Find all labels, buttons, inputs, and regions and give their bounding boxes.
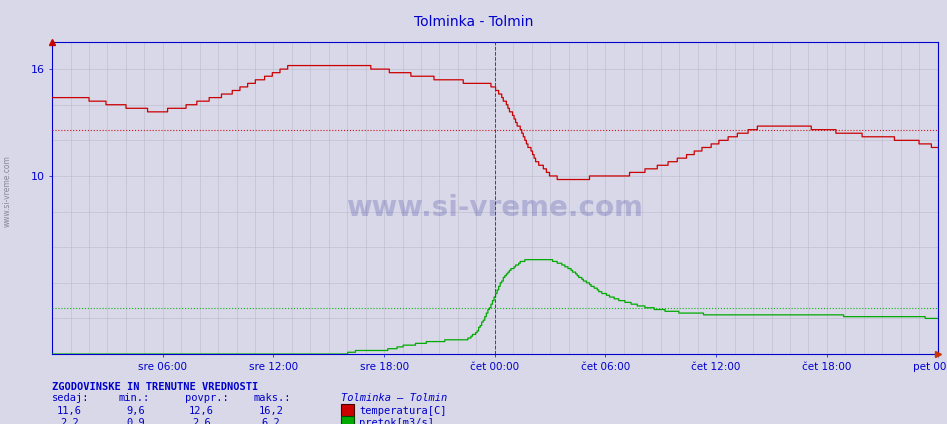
Text: www.si-vreme.com: www.si-vreme.com [347, 194, 643, 222]
Text: 0,9: 0,9 [126, 418, 145, 424]
Text: 11,6: 11,6 [57, 406, 81, 416]
Text: povpr.:: povpr.: [185, 393, 228, 404]
Text: 2,2: 2,2 [60, 418, 79, 424]
Text: 12,6: 12,6 [189, 406, 214, 416]
Text: temperatura[C]: temperatura[C] [359, 406, 446, 416]
Text: 9,6: 9,6 [126, 406, 145, 416]
Text: pretok[m3/s]: pretok[m3/s] [359, 418, 434, 424]
Text: Tolminka – Tolmin: Tolminka – Tolmin [341, 393, 447, 404]
Text: sedaj:: sedaj: [52, 393, 90, 404]
Text: 16,2: 16,2 [259, 406, 283, 416]
Text: www.si-vreme.com: www.si-vreme.com [3, 155, 12, 227]
Text: ZGODOVINSKE IN TRENUTNE VREDNOSTI: ZGODOVINSKE IN TRENUTNE VREDNOSTI [52, 382, 259, 392]
Text: Tolminka - Tolmin: Tolminka - Tolmin [414, 15, 533, 29]
Text: 6,2: 6,2 [261, 418, 280, 424]
Text: 2,6: 2,6 [192, 418, 211, 424]
Text: min.:: min.: [118, 393, 150, 404]
Text: maks.:: maks.: [254, 393, 292, 404]
